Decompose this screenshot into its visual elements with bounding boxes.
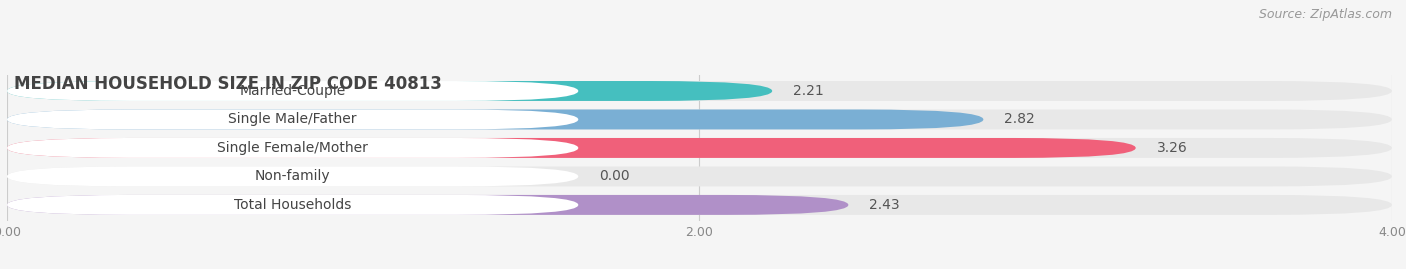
FancyBboxPatch shape [7, 138, 1392, 158]
FancyBboxPatch shape [7, 81, 1392, 101]
Text: Married-Couple: Married-Couple [239, 84, 346, 98]
FancyBboxPatch shape [7, 195, 848, 215]
FancyBboxPatch shape [7, 81, 772, 101]
Text: 3.26: 3.26 [1157, 141, 1187, 155]
Text: Total Households: Total Households [233, 198, 352, 212]
FancyBboxPatch shape [7, 138, 578, 158]
Text: 2.21: 2.21 [793, 84, 824, 98]
FancyBboxPatch shape [7, 109, 1392, 129]
Text: Single Female/Mother: Single Female/Mother [218, 141, 368, 155]
Text: Non-family: Non-family [254, 169, 330, 183]
FancyBboxPatch shape [7, 109, 983, 129]
Text: Source: ZipAtlas.com: Source: ZipAtlas.com [1258, 8, 1392, 21]
FancyBboxPatch shape [7, 167, 578, 186]
Text: 2.43: 2.43 [869, 198, 900, 212]
FancyBboxPatch shape [7, 167, 1392, 186]
Text: MEDIAN HOUSEHOLD SIZE IN ZIP CODE 40813: MEDIAN HOUSEHOLD SIZE IN ZIP CODE 40813 [14, 75, 441, 93]
FancyBboxPatch shape [7, 109, 578, 129]
FancyBboxPatch shape [7, 195, 578, 215]
FancyBboxPatch shape [7, 138, 1136, 158]
FancyBboxPatch shape [7, 81, 578, 101]
Text: 2.82: 2.82 [1004, 112, 1035, 126]
FancyBboxPatch shape [7, 195, 1392, 215]
Text: 0.00: 0.00 [599, 169, 630, 183]
Text: Single Male/Father: Single Male/Father [228, 112, 357, 126]
